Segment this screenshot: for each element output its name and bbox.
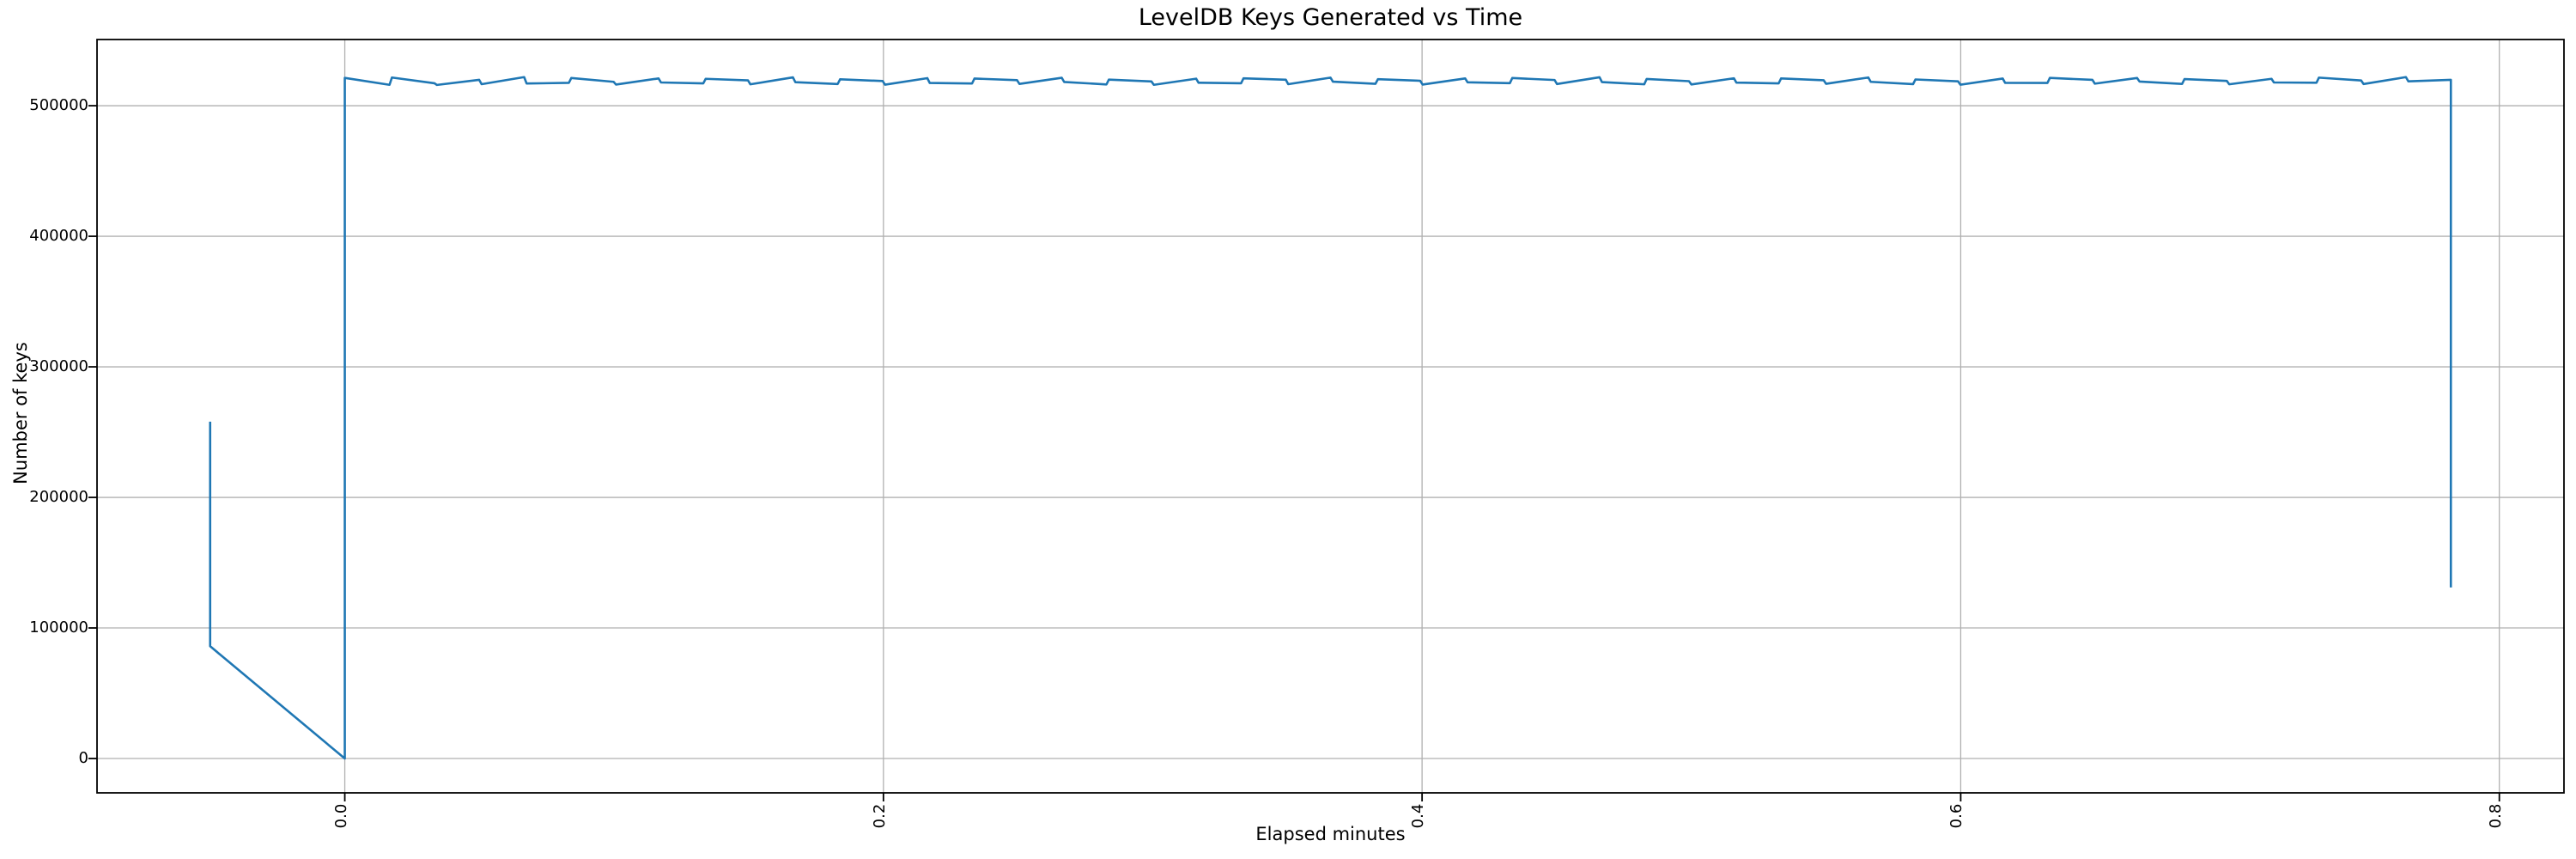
x-tick-label: 0.4	[1409, 803, 1428, 829]
y-tick-label: 200000	[29, 488, 88, 506]
x-tick-label: 0.2	[870, 803, 889, 829]
x-axis-label: Elapsed minutes	[1255, 824, 1406, 844]
y-tick-label: 0	[78, 749, 88, 767]
x-tick-label: 0.8	[2486, 803, 2505, 829]
axes-spines	[96, 39, 2565, 794]
x-tick-label: 0.0	[331, 803, 350, 829]
x-tick-label: 0.6	[1947, 803, 1966, 829]
y-tick-label: 500000	[29, 96, 88, 115]
chart-title: LevelDB Keys Generated vs Time	[1138, 4, 1523, 31]
y-tick-label: 400000	[29, 227, 88, 246]
series-line-keys-generated	[209, 76, 2452, 760]
y-tick-label: 100000	[29, 618, 88, 637]
y-tick-label: 300000	[29, 357, 88, 375]
